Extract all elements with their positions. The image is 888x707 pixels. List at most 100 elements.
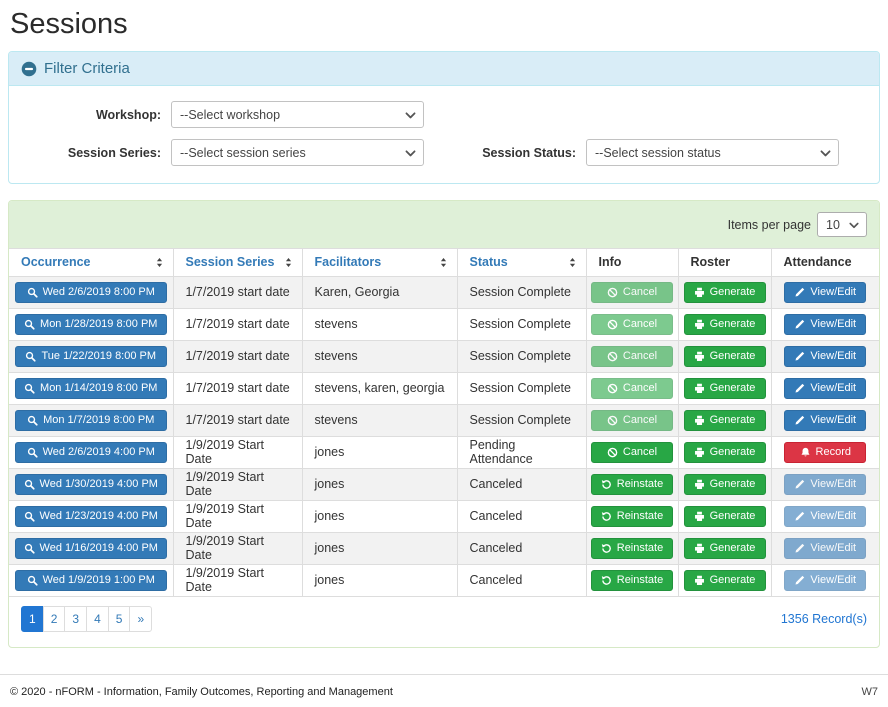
footer-divider (0, 673, 888, 675)
attendance-view-edit-button-label: View/Edit (810, 573, 857, 586)
attendance-view-edit-button-label: View/Edit (810, 285, 857, 298)
info-cancel-button[interactable]: Cancel (591, 441, 673, 463)
sessions-page: Sessions Filter Criteria Workshop: --Sel… (0, 8, 888, 648)
table-header-band: Items per page 10 (9, 201, 879, 249)
attendance-cell: Record (771, 436, 879, 469)
occurrence-detail-button[interactable]: Wed 2/6/2019 8:00 PM (15, 281, 167, 303)
roster-generate-button[interactable]: Generate (683, 377, 766, 399)
environment-label: W7 (861, 685, 879, 698)
pagination-page-1[interactable]: 1 (21, 605, 44, 632)
bell-icon (800, 447, 811, 458)
occurrence-cell: Wed 2/6/2019 8:00 PM (9, 276, 174, 309)
attendance-view-edit-button: View/Edit (784, 505, 867, 527)
status-cell: Pending Attendance (457, 436, 587, 469)
pencil-icon (794, 319, 805, 330)
pencil-icon (794, 415, 805, 426)
roster-generate-button[interactable]: Generate (683, 345, 766, 367)
roster-generate-button[interactable]: Generate (683, 441, 766, 463)
occurrence-detail-button[interactable]: Mon 1/14/2019 8:00 PM (15, 377, 167, 399)
occurrence-detail-button[interactable]: Wed 1/23/2019 4:00 PM (15, 505, 167, 527)
info-reinstate-button[interactable]: Reinstate (591, 537, 673, 559)
undo-icon (601, 511, 612, 522)
session-row: Wed 1/30/2019 4:00 PM 1/9/2019 Start Date… (9, 468, 879, 501)
column-header-session-series[interactable]: Session Series (173, 249, 303, 277)
occurrence-detail-button[interactable]: Mon 1/7/2019 8:00 PM (15, 409, 167, 431)
info-reinstate-button[interactable]: Reinstate (591, 569, 673, 591)
attendance-view-edit-button[interactable]: View/Edit (784, 281, 867, 303)
occurrence-detail-button[interactable]: Wed 1/30/2019 4:00 PM (15, 473, 167, 495)
attendance-view-edit-button[interactable]: View/Edit (784, 313, 867, 335)
ban-icon (607, 415, 618, 426)
pagination-page-2[interactable]: 2 (42, 605, 66, 632)
roster-cell: Generate (678, 468, 772, 501)
pagination-page-5[interactable]: 5 (107, 605, 131, 632)
occurrence-detail-button[interactable]: Tue 1/22/2019 8:00 PM (15, 345, 167, 367)
filter-criteria-header[interactable]: Filter Criteria (9, 52, 879, 86)
roster-cell: Generate (678, 564, 772, 597)
roster-cell: Generate (678, 436, 772, 469)
session-row: Wed 2/6/2019 4:00 PM 1/9/2019 Start Date j… (9, 436, 879, 469)
facilitators-cell: stevens, karen, georgia (302, 372, 458, 405)
column-header-facilitators[interactable]: Facilitators (302, 249, 458, 277)
printer-icon (694, 447, 705, 458)
search-icon (25, 351, 37, 362)
status-cell: Session Complete (457, 372, 587, 405)
roster-generate-button[interactable]: Generate (683, 473, 766, 495)
pagination-page-4[interactable]: 4 (86, 605, 109, 632)
pagination-page-3[interactable]: 3 (64, 605, 88, 632)
session-status-select[interactable]: --Select session status (586, 139, 839, 166)
attendance-view-edit-button[interactable]: View/Edit (784, 377, 867, 399)
pagination: 1 2 3 4 5» (21, 605, 153, 632)
roster-generate-button-label: Generate (709, 349, 756, 362)
roster-generate-button[interactable]: Generate (683, 537, 766, 559)
occurrence-detail-button-label: Tue 1/22/2019 8:00 PM (41, 349, 157, 362)
info-reinstate-button[interactable]: Reinstate (591, 473, 673, 495)
roster-generate-button[interactable]: Generate (683, 505, 766, 527)
roster-generate-button[interactable]: Generate (683, 409, 766, 431)
attendance-view-edit-button-label: View/Edit (810, 349, 857, 362)
roster-cell: Generate (678, 340, 772, 373)
occurrence-cell: Wed 1/23/2019 4:00 PM (9, 500, 174, 533)
pagination-next-button[interactable]: » (129, 605, 153, 632)
items-per-page-select[interactable]: 10 (817, 212, 867, 237)
search-icon (27, 575, 38, 586)
column-header-label: Occurrence (21, 255, 91, 270)
info-cancel-button-label: Cancel (622, 381, 658, 394)
column-header-label: Facilitators (314, 255, 382, 270)
occurrence-detail-button[interactable]: Wed 1/16/2019 4:00 PM (15, 537, 167, 559)
printer-icon (694, 511, 705, 522)
workshop-select[interactable]: --Select workshop (171, 101, 424, 128)
printer-icon (694, 287, 705, 298)
facilitators-cell: jones (302, 564, 458, 597)
occurrence-cell: Mon 1/28/2019 8:00 PM (9, 308, 174, 341)
attendance-cell: View/Edit (771, 532, 879, 565)
status-cell: Session Complete (457, 404, 587, 437)
occurrence-detail-button[interactable]: Mon 1/28/2019 8:00 PM (15, 313, 167, 335)
info-reinstate-button[interactable]: Reinstate (591, 505, 673, 527)
attendance-cell: View/Edit (771, 564, 879, 597)
roster-generate-button[interactable]: Generate (683, 569, 766, 591)
session-row: Wed 1/16/2019 4:00 PM 1/9/2019 Start Date… (9, 532, 879, 565)
attendance-view-edit-button[interactable]: View/Edit (784, 409, 867, 431)
info-cancel-button-label: Cancel (622, 285, 658, 298)
roster-generate-button[interactable]: Generate (683, 313, 766, 335)
occurrence-detail-button[interactable]: Wed 2/6/2019 4:00 PM (15, 441, 167, 463)
session-series-cell: 1/9/2019 Start Date (173, 564, 303, 597)
session-series-select[interactable]: --Select session series (171, 139, 424, 166)
record-count: 1356 Record(s) (780, 611, 867, 626)
column-header-occurrence[interactable]: Occurrence (9, 249, 174, 277)
roster-cell: Generate (678, 500, 772, 533)
session-series-cell: 1/7/2019 start date (173, 340, 303, 373)
sessions-table: Occurrence Session Series Facilitators Stat… (9, 249, 879, 597)
column-header-status[interactable]: Status (457, 249, 587, 277)
roster-cell: Generate (678, 404, 772, 437)
occurrence-detail-button[interactable]: Wed 1/9/2019 1:00 PM (15, 569, 167, 591)
attendance-record-button[interactable]: Record (784, 441, 867, 463)
sessions-table-panel: Items per page 10 Occurrence Session Seri… (8, 200, 880, 648)
facilitators-cell: stevens (302, 340, 458, 373)
printer-icon (694, 479, 705, 490)
roster-generate-button[interactable]: Generate (683, 281, 766, 303)
attendance-view-edit-button[interactable]: View/Edit (784, 345, 867, 367)
column-header-label: Status (469, 255, 508, 270)
search-icon (24, 383, 35, 394)
